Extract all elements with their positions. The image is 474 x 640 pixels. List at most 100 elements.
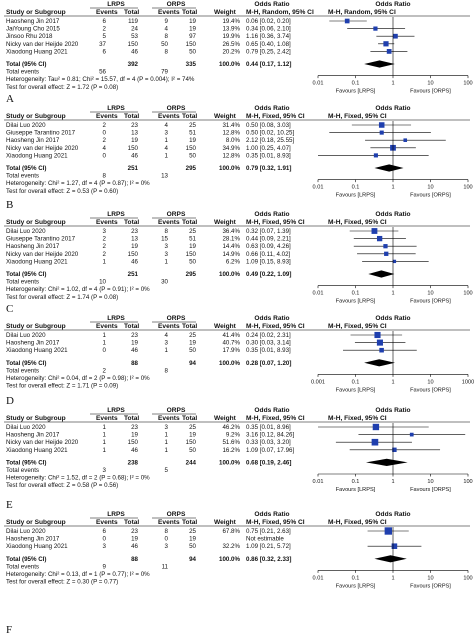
weight-value: 31.4% [222,122,240,129]
overall-effect-text: Test for overall effect: Z = 1.72 (P = 0… [6,84,118,91]
study-name: Haosheng Jin 2017 [6,18,60,25]
ci-value: 0.65 [0.40, 1.08] [246,41,291,48]
study-estimate-square [379,130,384,135]
events2-value: 50 [161,41,168,48]
events1-value: 0 [103,536,107,543]
total-ci: 0.79 [0.32, 1.91] [246,165,291,172]
study-name: Haosheng Jin 2017 [6,243,60,250]
pooled-estimate-diamond [374,164,404,172]
total-events2: 30 [161,279,168,286]
group1-header: LRPS [107,1,125,8]
total1-sum: 88 [131,556,138,563]
weight-value: 14.4% [222,243,240,250]
x-tick-label: 1 [391,185,394,191]
events1-value: 3 [103,228,107,235]
weight-value: 20.2% [222,48,240,55]
events2-value: 15 [161,236,168,243]
study-name: Dilai Luo 2020 [6,528,46,535]
overall-effect-text: Test for overall effect: Z = 0.30 (P = 0… [6,579,118,586]
heterogeneity-text: Heterogeneity: Chi² = 0.13, df = 1 (P = … [6,571,150,578]
total-events-label: Total events [6,69,39,76]
weight-value: 26.5% [222,41,240,48]
group2-header: ORPS [167,1,186,8]
study-estimate-square [384,251,389,256]
total-events2: 13 [161,173,168,180]
study-name: Haosheng Jin 2017 [6,340,60,347]
total1-sum: 251 [128,271,139,278]
study-estimate-square [409,432,414,437]
forest-panel-D: LRPS ORPS Odds Ratio Odds Ratio Study or Sub… [0,314,474,407]
events2-header: Events [158,219,180,226]
events2-value: 3 [165,543,169,550]
overall-effect-text: Test for overall effect: Z = 1.74 (P = 0… [6,294,118,301]
total-events-label: Total events [6,279,39,286]
heterogeneity-text: Heterogeneity: Chi² = 0.04, df = 2 (P = … [6,375,150,382]
total2-value: 19 [189,432,196,439]
total-ci: 0.86 [0.32, 2.33] [246,556,291,563]
events2-value: 3 [165,243,169,250]
total-label: Total (95% CI) [6,360,46,367]
ci-value: 1.00 [0.25, 4.07] [246,145,291,152]
total1-sum: 251 [128,165,139,172]
events1-value: 2 [103,236,107,243]
study-estimate-square [371,438,379,446]
study-name: Haosheng Jin 2017 [6,137,60,144]
weight-value: 9.2% [226,432,241,439]
odds-ratio-header: Odds Ratio [254,511,289,518]
ci-value: 0.50 [0.02, 10.25] [246,130,294,137]
total-weight: 100.0% [219,165,240,172]
overall-effect-text: Test for overall effect: Z = 0.53 (P = 0… [6,188,118,195]
total-events1: 3 [103,467,107,474]
x-tick-label: 1000 [462,379,474,385]
ci-value: 1.09 [0.07, 17.96] [246,447,294,454]
events2-value: 1 [165,439,169,446]
total1-value: 19 [131,243,138,250]
weight-header: Weight [214,323,237,330]
weight-value: 13.9% [222,26,240,33]
total1-value: 23 [131,228,138,235]
weight-value: 32.2% [222,543,240,550]
total2-value: 19 [189,243,196,250]
study-column-header: Study or Subgroup [6,9,66,16]
events2-header: Events [158,113,180,120]
x-tick-label: 0.1 [352,81,360,87]
study-estimate-square [391,543,398,549]
study-name: JaiYoung Cho 2015 [6,26,60,33]
study-estimate-square [373,153,378,158]
study-name: Giuseppe Tarantino 2017 [6,130,76,137]
total-weight: 100.0% [219,459,240,466]
heterogeneity-text: Heterogeneity: Chi² = 1.27, df = 4 (P = … [6,180,150,187]
study-estimate-square [392,259,397,264]
study-estimate-square [376,339,383,346]
total1-value: 46 [131,347,138,354]
events1-value: 1 [103,439,107,446]
odds-ratio-header: Odds Ratio [254,211,289,218]
events1-header: Events [96,113,118,120]
events1-header: Events [96,519,118,526]
total2-value: 19 [189,536,196,543]
events1-header: Events [96,9,118,16]
ci-value: 0.35 [0.01, 8.96] [246,424,291,431]
study-estimate-square [378,122,385,128]
total1-value: 150 [128,251,139,258]
total2-value: 50 [189,152,196,159]
study-name: Xiaodong Huang 2021 [6,48,68,55]
favours-right-label: Favours [ORPS] [410,89,451,95]
total-events1: 8 [103,173,107,180]
study-name: Xiaodong Huang 2021 [6,543,68,550]
events1-value: 1 [103,432,107,439]
plot-odds-ratio-header: Odds Ratio [375,407,410,414]
events2-value: 1 [165,432,169,439]
study-name: Giuseppe Tarantino 2017 [6,236,76,243]
favours-right-label: Favours [ORPS] [410,193,451,199]
group1-header: LRPS [107,211,125,218]
study-column-header: Study or Subgroup [6,415,66,422]
forest-panel-svg: LRPS ORPS Odds Ratio Odds Ratio Study or Sub… [4,511,473,636]
ci-value: 0.79 [0.25, 2.42] [246,48,291,55]
plot-method-header: M-H, Fixed, 95% CI [328,113,387,120]
total1-value: 46 [131,543,138,550]
ci-value: 0.24 [0.02, 2.31] [246,332,291,339]
total-events-label: Total events [6,173,39,180]
weight-value: 67.8% [222,528,240,535]
events2-value: 1 [165,152,169,159]
